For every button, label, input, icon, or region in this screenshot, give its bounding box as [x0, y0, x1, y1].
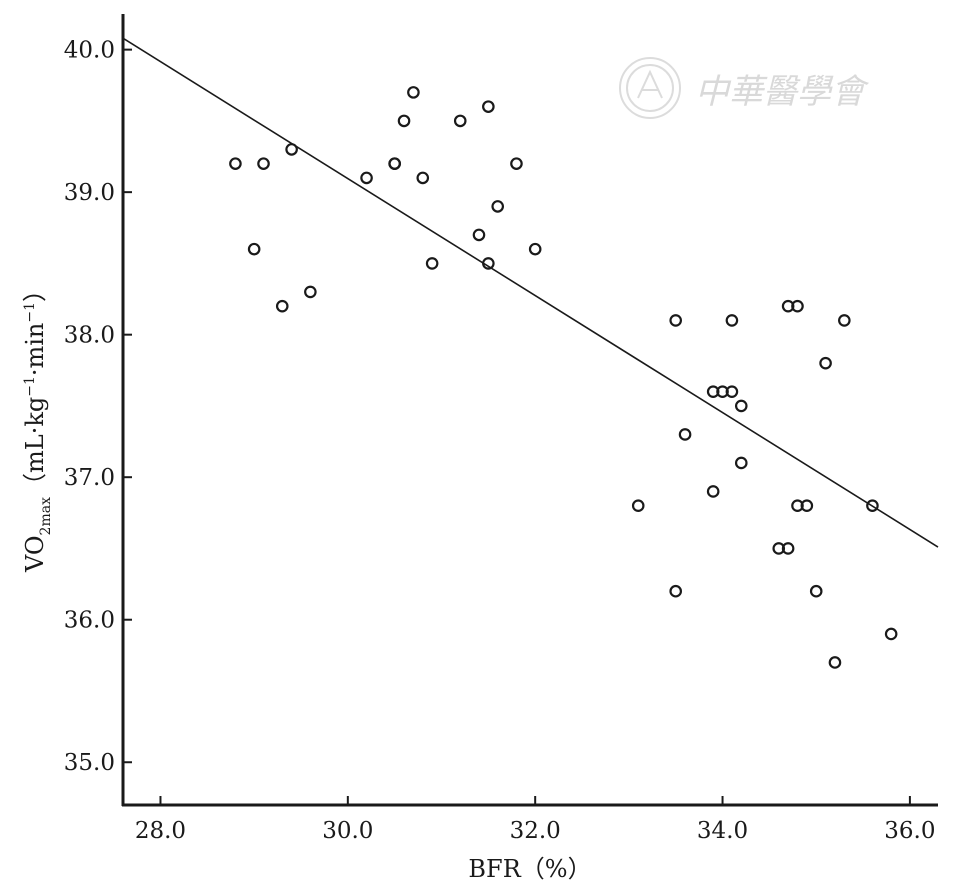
data-point [397, 114, 411, 128]
y-tick-label: 35.0 [64, 750, 115, 776]
y-axis-title-units-mid: ·min [21, 323, 49, 377]
data-point [285, 143, 298, 156]
data-point [725, 385, 739, 398]
data-point [388, 157, 401, 170]
regression-line [122, 37, 939, 548]
data-point [725, 314, 739, 327]
data-point [416, 171, 430, 185]
x-tick-label: 30.0 [322, 818, 373, 844]
data-point [791, 299, 804, 313]
data-point [247, 242, 261, 256]
watermark-text: 中華醫學會 [695, 72, 870, 112]
x-tick-label: 36.0 [884, 818, 935, 844]
data-point [631, 499, 645, 513]
data-point [828, 656, 842, 669]
data-point [819, 356, 832, 370]
data-point [838, 314, 851, 327]
data-point [510, 157, 523, 170]
data-point [275, 299, 289, 313]
data-point [453, 114, 467, 128]
data-point [304, 285, 317, 299]
y-axis-title-base: VO [21, 535, 49, 573]
data-point [229, 157, 242, 170]
x-tick-label: 28.0 [135, 818, 186, 844]
axes [121, 14, 938, 807]
data-point [528, 242, 542, 256]
data-points [229, 86, 898, 669]
data-point [800, 499, 814, 513]
y-tick-label: 38.0 [64, 323, 115, 349]
y-axis-title-exp1: −1 [22, 376, 38, 397]
y-tick-label: 36.0 [64, 608, 115, 634]
y-axis-title-sub: 2max [38, 497, 54, 536]
y-axis-title: VO2max（mL·kg−1·min−1） [21, 278, 54, 573]
y-tick-label: 40.0 [64, 38, 115, 64]
x-tick-label: 34.0 [697, 818, 748, 844]
data-point [734, 399, 748, 413]
data-point [360, 171, 373, 185]
y-tick-label: 37.0 [64, 465, 115, 491]
data-point [669, 314, 683, 327]
data-point [482, 100, 495, 113]
data-point [866, 499, 879, 513]
data-point [781, 542, 795, 555]
watermark: 中華醫學會 [619, 57, 870, 119]
data-point [482, 257, 495, 270]
data-point [491, 200, 505, 213]
data-point [669, 584, 683, 598]
data-point [425, 257, 439, 270]
data-point [472, 228, 486, 242]
y-axis-title-units-start: （mL·kg [21, 397, 49, 497]
x-tick-label: 32.0 [510, 818, 561, 844]
data-point [407, 86, 420, 99]
y-axis-title-units-end: ） [21, 278, 49, 302]
y-axis-title-exp2: −1 [22, 302, 38, 323]
data-point [884, 627, 898, 641]
data-point [678, 428, 692, 441]
x-axis-ticks: 28.0 30.0 32.0 34.0 36.0 [135, 796, 936, 844]
x-axis-title: BFR（%） [468, 855, 591, 883]
y-axis-ticks: 35.0 36.0 37.0 38.0 39.0 40.0 [64, 38, 132, 776]
data-point [734, 456, 748, 470]
y-tick-label: 39.0 [64, 180, 115, 206]
data-point [257, 157, 270, 170]
data-point [809, 584, 823, 598]
society-seal-icon [619, 57, 681, 119]
data-point [706, 485, 720, 498]
